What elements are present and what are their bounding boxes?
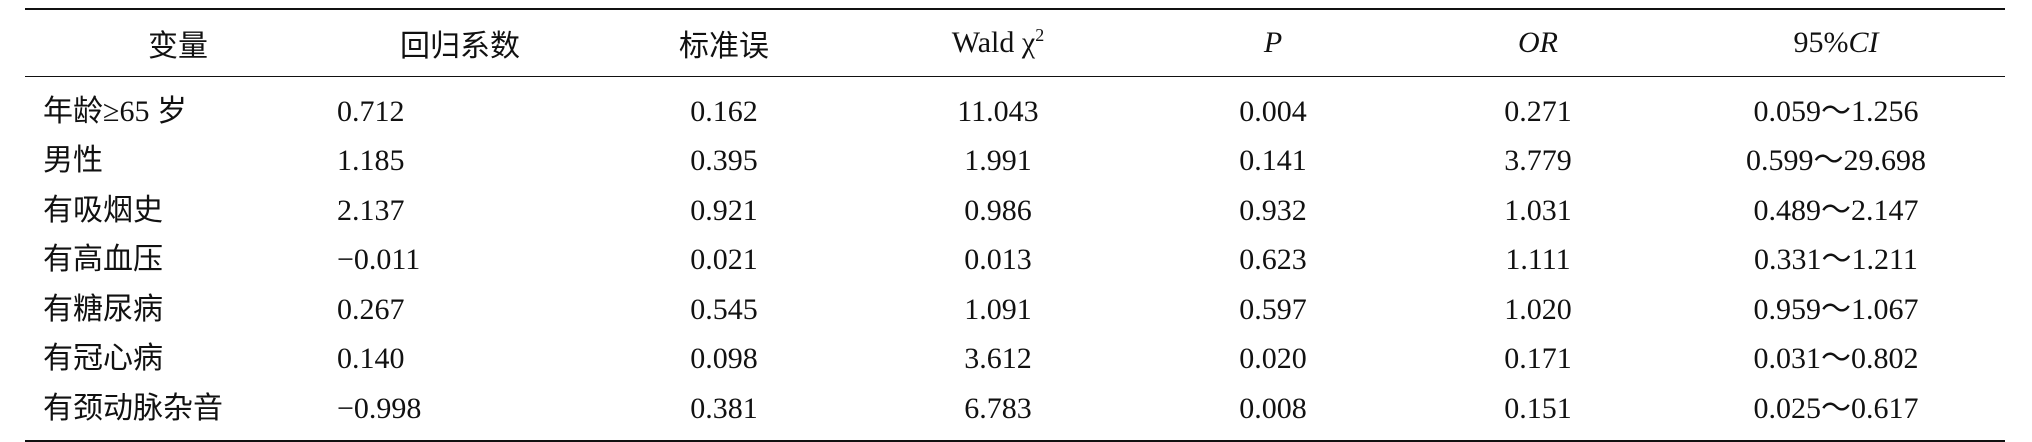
- cell-ci: 0.489～2.147: [1753, 193, 1919, 227]
- header-ci-prefix: 95%: [1793, 26, 1849, 59]
- cell-or: 1.031: [1504, 193, 1572, 227]
- cell-or: 0.151: [1504, 391, 1572, 425]
- cell-or: 0.271: [1504, 94, 1572, 128]
- cell-ci: 0.959～1.067: [1753, 292, 1919, 326]
- cell-coefficient: 1.185: [337, 144, 405, 178]
- cell-std-error: 0.381: [690, 391, 758, 425]
- cell-wald: 11.043: [957, 94, 1039, 128]
- table-row: 有糖尿病 0.267 0.545 1.091 0.597 1.020 0.959～1.067: [25, 285, 2005, 335]
- cell-ci: 0.331～1.211: [1754, 243, 1918, 277]
- cell-coefficient: −0.011: [337, 243, 421, 277]
- cell-std-error: 0.545: [690, 292, 758, 326]
- table-body: 年龄≥65 岁 0.712 0.162 11.043 0.004 0.271 0.059～1…: [25, 77, 2005, 441]
- cell-ci: 0.031～0.802: [1753, 342, 1919, 376]
- cell-wald: 0.986: [964, 193, 1032, 227]
- table-row: 有高血压 −0.011 0.021 0.013 0.623 1.111 0.331～1.21…: [25, 236, 2005, 286]
- header-std-error: 标准误: [679, 30, 769, 63]
- cell-coefficient: −0.998: [337, 391, 422, 425]
- header-p: P: [1263, 26, 1283, 59]
- header-row: 变量 回归系数 标准误 Wald χ2 P OR 95%CI: [25, 9, 2005, 77]
- cell-p: 0.141: [1239, 144, 1307, 178]
- cell-coefficient: 0.712: [337, 94, 405, 128]
- cell-or: 1.020: [1504, 292, 1572, 326]
- cell-wald: 1.091: [964, 292, 1032, 326]
- cell-std-error: 0.395: [690, 144, 758, 178]
- table-row: 有冠心病 0.140 0.098 3.612 0.020 0.171 0.031～0.802: [25, 335, 2005, 385]
- header-wald: Wald χ2: [859, 9, 1137, 77]
- table-row: 有颈动脉杂音 −0.998 0.381 6.783 0.008 0.151 0.025～0.…: [25, 384, 2005, 441]
- cell-variable: 有糖尿病: [43, 292, 163, 326]
- cell-p: 0.020: [1239, 342, 1307, 376]
- header-variable: 变量: [148, 30, 208, 63]
- cell-variable: 有颈动脉杂音: [43, 391, 223, 425]
- table-row: 有吸烟史 2.137 0.921 0.986 0.932 1.031 0.489～2.147: [25, 186, 2005, 236]
- table-header: 变量 回归系数 标准误 Wald χ2 P OR 95%CI: [25, 9, 2005, 77]
- cell-ci: 0.025～0.617: [1753, 391, 1919, 425]
- cell-variable: 年龄≥65 岁: [43, 94, 187, 128]
- cell-p: 0.004: [1239, 94, 1307, 128]
- header-coefficient: 回归系数: [400, 30, 520, 63]
- cell-std-error: 0.098: [690, 342, 758, 376]
- cell-ci: 0.599～29.698: [1746, 144, 1926, 178]
- header-ci-italic: CI: [1848, 26, 1879, 59]
- cell-coefficient: 0.140: [337, 342, 405, 376]
- table-row: 年龄≥65 岁 0.712 0.162 11.043 0.004 0.271 0.059～1…: [25, 77, 2005, 137]
- cell-wald: 3.612: [964, 342, 1032, 376]
- cell-ci: 0.059～1.256: [1753, 94, 1919, 128]
- cell-variable: 有吸烟史: [43, 193, 163, 227]
- cell-wald: 6.783: [964, 391, 1032, 425]
- cell-p: 0.597: [1239, 292, 1307, 326]
- cell-p: 0.623: [1239, 243, 1307, 277]
- cell-wald: 0.013: [964, 243, 1032, 277]
- cell-std-error: 0.921: [690, 193, 758, 227]
- cell-coefficient: 2.137: [337, 193, 405, 227]
- cell-variable: 有高血压: [43, 243, 163, 277]
- header-wald-label: Wald χ: [951, 26, 1036, 59]
- regression-table: 变量 回归系数 标准误 Wald χ2 P OR 95%CI 年龄≥65 岁 0.…: [25, 8, 2005, 442]
- header-or: OR: [1518, 26, 1558, 59]
- cell-p: 0.932: [1239, 193, 1307, 227]
- header-ci: 95%CI: [1667, 9, 2005, 77]
- cell-or: 1.111: [1505, 243, 1571, 277]
- header-wald-superscript: 2: [1035, 25, 1045, 45]
- cell-coefficient: 0.267: [337, 292, 405, 326]
- regression-table-container: 变量 回归系数 标准误 Wald χ2 P OR 95%CI 年龄≥65 岁 0.…: [25, 8, 2005, 442]
- cell-or: 3.779: [1504, 144, 1572, 178]
- cell-variable: 男性: [43, 144, 103, 178]
- cell-std-error: 0.162: [690, 94, 758, 128]
- cell-p: 0.008: [1239, 391, 1307, 425]
- table-row: 男性 1.185 0.395 1.991 0.141 3.779 0.599～29.698: [25, 137, 2005, 187]
- cell-variable: 有冠心病: [43, 342, 163, 376]
- cell-or: 0.171: [1504, 342, 1572, 376]
- cell-std-error: 0.021: [690, 243, 758, 277]
- cell-wald: 1.991: [964, 144, 1032, 178]
